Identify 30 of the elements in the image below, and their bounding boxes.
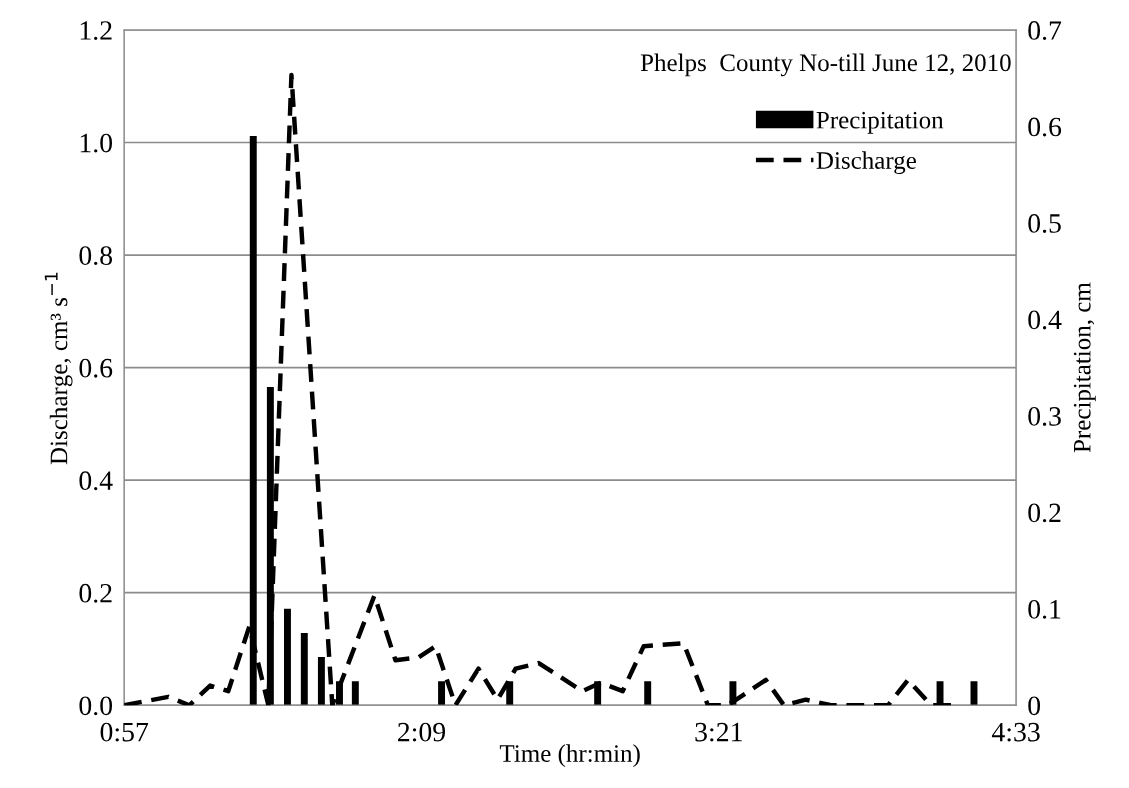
y-tick-label: 1.0 [80,133,113,153]
y2-tick-label: 0.4 [1028,310,1062,330]
y2-tick-label: 0.3 [1028,407,1061,426]
y-tick-label: 0.0 [79,696,113,716]
x-tick-label: 4:33 [991,722,1040,742]
y-tick-label: 0.8 [79,246,113,266]
y-axis-title: Discharge, cm³ s$^{−1}$ [44,272,73,465]
y2-tick-label: 0.2 [1028,503,1061,523]
x-tick-label: 0:57 [100,722,149,742]
bar [644,681,652,706]
y2-axis-title: Precipitation, cm [1073,282,1096,453]
y-tick-label: 0.2 [79,583,112,603]
y2-tick-label: 0.6 [1028,117,1062,137]
y2-tick-label: 0.7 [1028,21,1062,40]
legend-label: Discharge [816,151,916,175]
text: Phelps County No-till June 12, 2010 [640,53,1011,77]
y-tick-label: 0.4 [79,471,113,491]
x-axis-title: Time (hr:min) [499,744,640,768]
bar [300,632,308,706]
y2-tick-label: 0.5 [1028,214,1061,233]
y-tick-label: 0.6 [79,358,113,378]
bar [351,681,359,706]
y2-tick-label: 0 [1028,696,1041,716]
bar [317,657,325,706]
y-tick-label: 1.2 [80,21,112,40]
y2-tick-label: 0.1 [1028,599,1061,619]
legend-label: Precipitation [816,111,944,134]
bar [283,608,291,706]
x-tick-label: 3:21 [695,722,742,742]
x-tick-label: 2:09 [398,722,446,742]
